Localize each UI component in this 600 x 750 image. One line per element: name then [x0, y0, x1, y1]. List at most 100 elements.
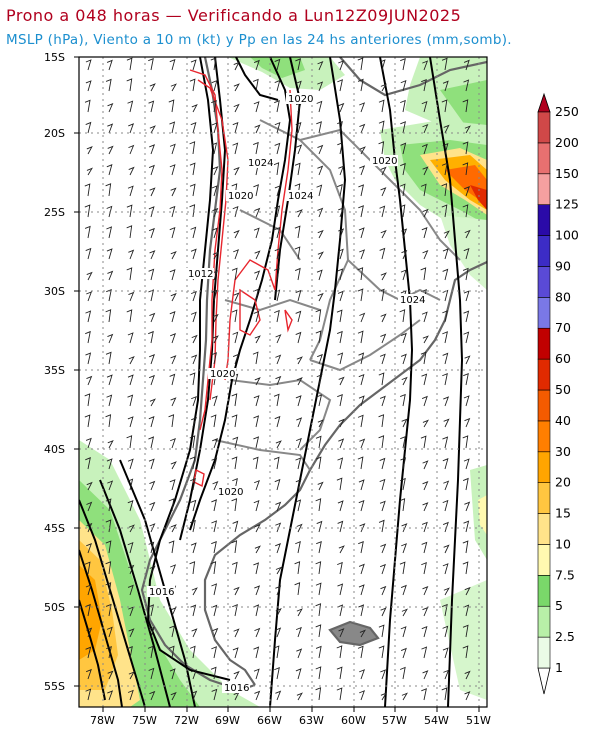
wind-barb — [464, 586, 471, 596]
lat-tick-label: 45S — [44, 522, 65, 535]
wind-barb — [380, 543, 387, 554]
wind-barb — [148, 541, 155, 554]
wind-barb — [148, 436, 155, 449]
isobar-label: 1020 — [218, 487, 243, 498]
wind-barb — [148, 227, 155, 239]
wind-barb — [317, 229, 324, 239]
wind-barb — [441, 603, 448, 617]
wind-barb — [337, 79, 343, 92]
wind-barb — [85, 80, 92, 92]
colorbar-label: 30 — [555, 444, 571, 459]
wind-barb — [148, 604, 155, 617]
wind-barb — [400, 393, 406, 407]
wind-barb — [462, 645, 469, 659]
wind-barb — [441, 687, 448, 701]
wind-barb — [148, 416, 155, 428]
wind-barb — [232, 121, 239, 134]
wind-barb — [315, 666, 322, 680]
wind-barb — [189, 162, 196, 176]
wind-barb — [357, 330, 364, 344]
wind-barb — [315, 435, 322, 449]
wind-barb — [253, 415, 260, 428]
wind-barb — [315, 603, 322, 617]
isobar-label: 1016 — [149, 587, 174, 598]
wind-barb — [401, 608, 408, 617]
wind-barb — [148, 268, 155, 281]
wind-barb — [463, 59, 470, 71]
wind-barb — [338, 207, 345, 218]
wind-barb — [191, 669, 197, 680]
wind-barb — [127, 394, 134, 407]
wind-barb — [106, 394, 113, 407]
wind-barb — [378, 435, 385, 449]
wind-barb — [463, 372, 469, 386]
wind-barb — [253, 668, 260, 680]
wind-barb — [316, 269, 323, 281]
wind-barb — [380, 187, 387, 197]
wind-barb — [254, 479, 260, 491]
wind-barb — [128, 123, 135, 134]
lat-tick-label: 50S — [44, 601, 65, 614]
wind-barb — [337, 268, 344, 281]
wind-barb — [107, 480, 114, 491]
wind-barb — [254, 585, 261, 596]
wind-barb — [463, 79, 470, 92]
wind-barb — [210, 561, 217, 575]
wind-barb — [105, 603, 112, 617]
wind-barb — [316, 520, 323, 533]
wind-barb — [85, 584, 92, 596]
wind-barb — [441, 99, 448, 113]
lat-tick-label: 30S — [44, 285, 65, 298]
wind-barb — [233, 670, 240, 680]
wind-barb — [170, 691, 177, 701]
wind-barb — [442, 331, 448, 344]
wind-barb — [421, 688, 427, 701]
wind-barb — [170, 355, 177, 365]
wind-barb — [442, 142, 449, 155]
wind-barb — [211, 395, 218, 407]
wind-barb — [253, 562, 260, 575]
wind-barb — [378, 645, 385, 659]
wind-barb — [357, 78, 364, 92]
wind-barb — [128, 356, 135, 365]
wind-barb — [296, 417, 303, 428]
isobar-label: 1012 — [188, 269, 213, 280]
wind-barb — [126, 435, 133, 449]
wind-barb — [274, 289, 281, 302]
wind-barb — [442, 310, 448, 323]
wind-barb — [463, 458, 470, 470]
wind-barb — [128, 671, 135, 680]
wind-barb — [128, 524, 135, 533]
colorbar-swatch — [537, 235, 551, 267]
wind-barb — [399, 204, 406, 218]
wind-barb — [170, 564, 177, 575]
wind-barb — [315, 582, 322, 596]
colorbar-label: 50 — [555, 382, 571, 397]
wind-barb — [233, 166, 240, 176]
wind-barb — [85, 457, 91, 470]
wind-barb — [232, 604, 238, 617]
wind-barb — [106, 626, 113, 638]
wind-barb — [358, 395, 365, 407]
wind-barb — [380, 607, 387, 617]
wind-barb — [107, 145, 114, 155]
wind-barb — [380, 272, 387, 281]
wind-barb — [359, 669, 366, 680]
wind-barb — [400, 435, 406, 449]
wind-barb — [149, 398, 156, 407]
wind-barb — [212, 627, 219, 638]
wind-barb — [84, 561, 91, 575]
wind-barb — [170, 461, 177, 470]
wind-barb — [464, 691, 471, 701]
wind-barb — [442, 625, 449, 638]
wind-barb — [210, 414, 217, 428]
colorbar-swatch — [537, 111, 551, 144]
wind-barb — [273, 393, 280, 407]
wind-barb — [359, 123, 366, 134]
wind-barb — [274, 667, 280, 680]
wind-barb — [420, 183, 427, 197]
wind-barb — [190, 604, 197, 617]
wind-barb — [337, 604, 344, 617]
wind-barb — [463, 290, 470, 302]
wind-barb — [462, 624, 469, 638]
